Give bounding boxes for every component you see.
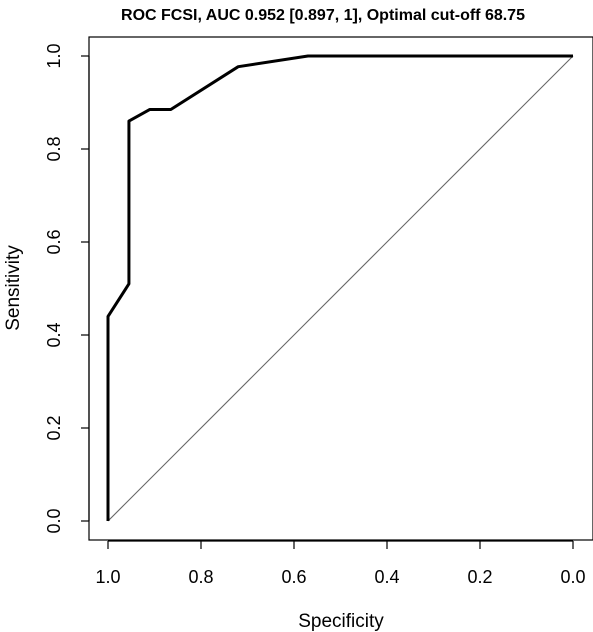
y-tick-label: 1.0 <box>44 43 64 68</box>
x-tick-label: 1.0 <box>95 567 120 587</box>
x-axis: 1.0 0.8 0.6 0.4 0.2 0.0 <box>95 540 586 587</box>
x-tick-label: 0.6 <box>281 567 306 587</box>
y-tick-label: 0.0 <box>44 508 64 533</box>
chart-title: ROC FCSI, AUC 0.952 [0.897, 1], Optimal … <box>121 7 525 24</box>
x-tick-label: 0.0 <box>560 567 585 587</box>
y-axis-label: Sensitivity <box>3 245 24 331</box>
y-tick-label: 0.6 <box>44 229 64 254</box>
x-tick-label: 0.2 <box>467 567 492 587</box>
y-tick-label: 0.2 <box>44 415 64 440</box>
reference-diagonal-layer <box>107 55 574 522</box>
y-tick-label: 0.8 <box>44 136 64 161</box>
roc-curve-line <box>106 54 573 521</box>
x-axis-label: Specificity <box>298 611 384 632</box>
reference-diagonal-line <box>107 55 574 522</box>
series-layer <box>106 54 573 521</box>
y-tick-label: 0.4 <box>44 322 64 347</box>
x-tick-label: 0.4 <box>374 567 399 587</box>
x-tick-label: 0.8 <box>188 567 213 587</box>
y-axis: 0.0 0.2 0.4 0.6 0.8 1.0 <box>44 43 90 534</box>
